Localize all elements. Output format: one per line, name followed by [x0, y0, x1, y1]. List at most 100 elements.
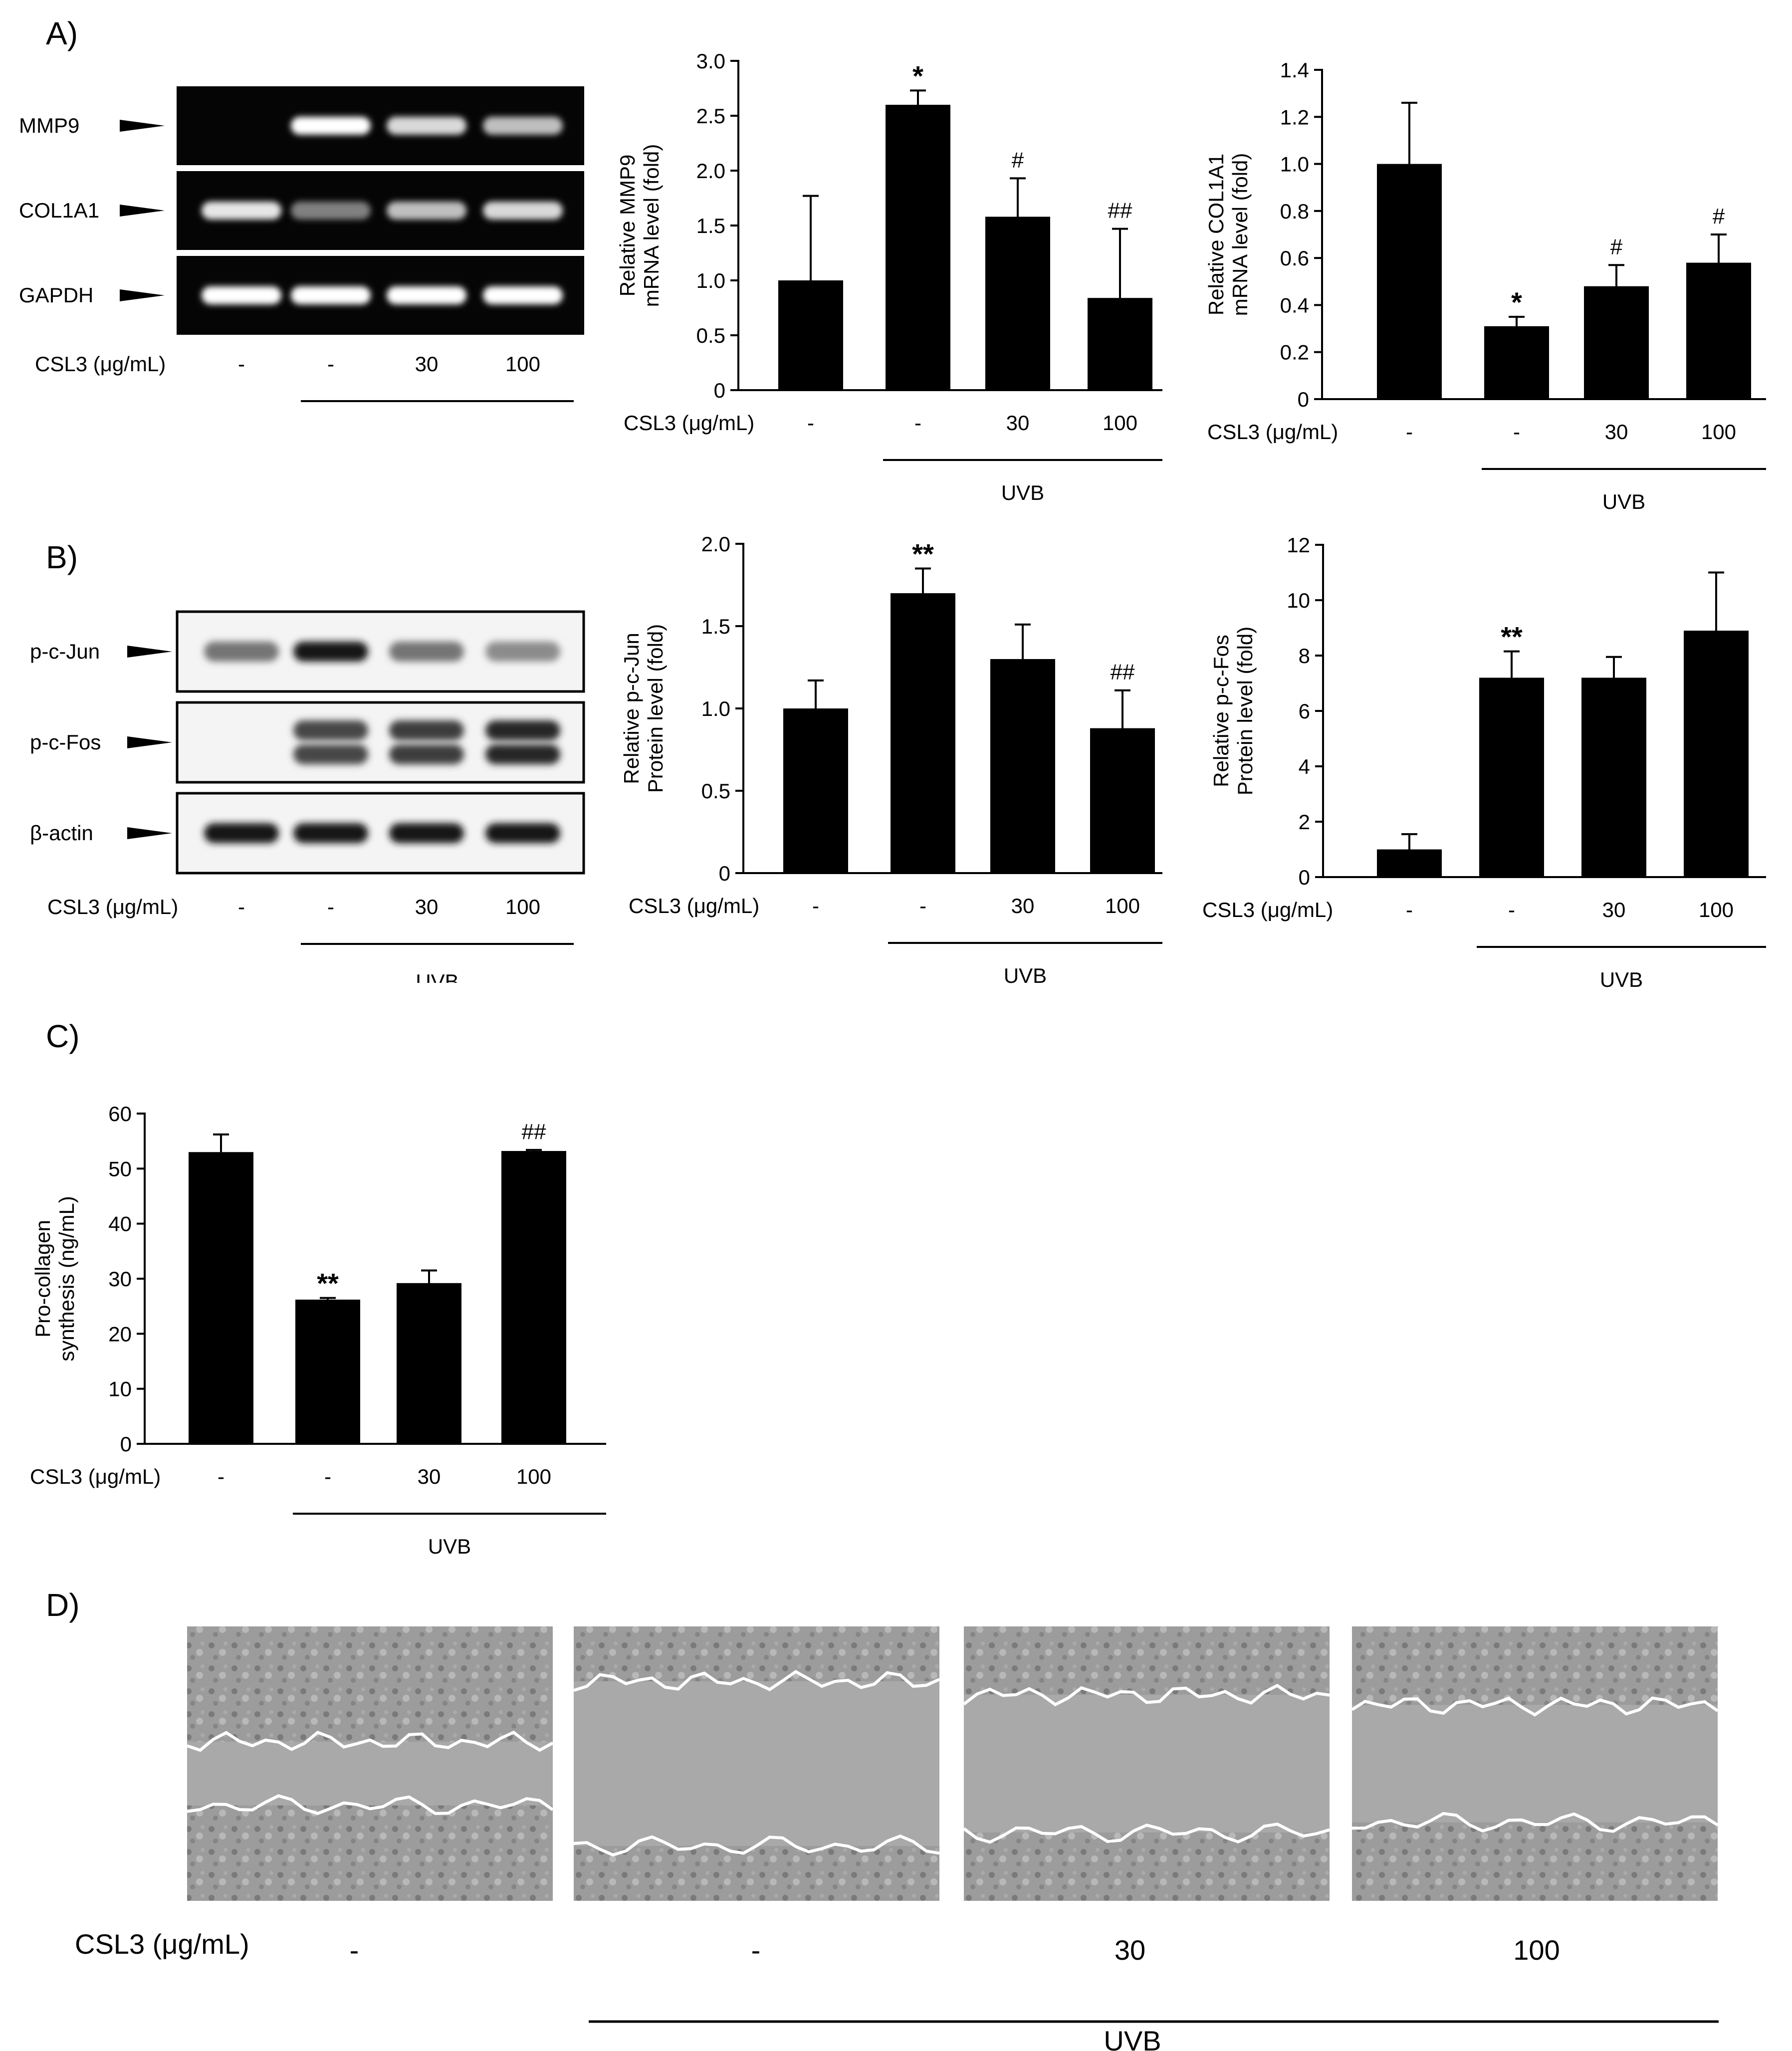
significance-mark: * — [912, 60, 923, 91]
y-tick-label: 4 — [1299, 755, 1310, 778]
blot-band — [293, 642, 368, 662]
blot-panel-a: MMP9 COL1A1 GAPDH CSL3 (μg/mL) - - 30 100 UVB — [19, 86, 584, 429]
blot-band — [291, 117, 371, 135]
bar — [501, 1151, 566, 1444]
blot-band — [483, 286, 563, 304]
y-axis-label: Protein level (fold) — [1233, 627, 1257, 795]
x-axis-title: CSL3 (μg/mL) — [30, 1465, 161, 1488]
treatment-label: 100 — [516, 1465, 551, 1488]
treatment-label: 30 — [415, 895, 439, 918]
mmp9-chart: 0 0.5 1.0 1.5 2.0 2.5 3.0 Relative MMP9 mRNA lev… — [616, 49, 1162, 504]
wound-gap — [1352, 1705, 1718, 1823]
treatment-label: 100 — [505, 895, 540, 918]
treatment-label: - — [238, 352, 245, 376]
bar — [189, 1152, 253, 1444]
wound-edge-line — [963, 1823, 1330, 1844]
wound-edge-line — [573, 1670, 940, 1692]
blot-row-label: GAPDH — [19, 283, 93, 307]
y-tick-label: 20 — [108, 1322, 132, 1346]
y-axis-label: Pro-collagen — [31, 1220, 54, 1338]
blot-band — [389, 823, 464, 843]
y-tick-label: 10 — [1287, 589, 1310, 612]
wound-gap — [964, 1695, 1330, 1832]
y-tick-label: 3.0 — [696, 49, 725, 73]
treatment-label: 30 — [415, 352, 439, 376]
bar — [1684, 631, 1749, 877]
significance-mark: ** — [1501, 621, 1523, 653]
y-tick-label: 8 — [1299, 644, 1310, 668]
wound-edge-line — [573, 1834, 940, 1857]
significance-mark: ** — [317, 1268, 339, 1299]
treatment-label: 30 — [1602, 898, 1626, 921]
significance-mark: # — [1012, 148, 1024, 172]
y-tick-label: 60 — [108, 1102, 132, 1126]
treatment-label: - — [350, 1934, 359, 1966]
x-axis-title: CSL3 (μg/mL) — [35, 352, 166, 376]
y-tick-label: 12 — [1287, 533, 1310, 557]
treatment-label: - — [1406, 898, 1413, 921]
blot-band — [485, 642, 560, 662]
treatment-label: - — [1513, 420, 1520, 444]
bar — [891, 593, 955, 873]
treatment-label: 100 — [1513, 1934, 1560, 1966]
blot-row-label: COL1A1 — [19, 199, 99, 222]
treatment-label: 100 — [1103, 411, 1137, 435]
y-tick-label: 0 — [714, 379, 725, 402]
x-axis-title: CSL3 (μg/mL) — [624, 411, 754, 435]
x-axis-title: CSL3 (μg/mL) — [1202, 898, 1333, 921]
blot-band — [483, 202, 563, 220]
y-tick-label: 10 — [108, 1377, 132, 1401]
y-tick-label: 1.0 — [701, 697, 730, 720]
arrow-icon — [120, 205, 165, 217]
bar — [985, 217, 1050, 390]
bar — [1090, 728, 1155, 873]
y-tick-label: 0.8 — [1280, 200, 1309, 223]
significance-mark: ## — [522, 1120, 546, 1144]
arrow-icon — [120, 120, 165, 132]
treatment-label: 100 — [1105, 894, 1140, 917]
wound-edge-line — [187, 1794, 554, 1816]
significance-mark: ## — [1111, 660, 1135, 684]
pcjun-chart: 0 0.5 1.0 1.5 2.0 Relative p-c-Jun Protein lev… — [620, 532, 1162, 987]
blot-band — [293, 720, 368, 740]
treatment-label: - — [1508, 898, 1515, 921]
uvb-label: UVB — [416, 970, 458, 983]
panel-label-a: A) — [46, 15, 78, 51]
y-tick-label: 0.2 — [1280, 341, 1309, 364]
y-tick-label: 40 — [108, 1212, 132, 1236]
wound-healing-panel: CSL3 (μg/mL) - - 30 100 UVB — [75, 1626, 1719, 2051]
bar — [1581, 678, 1646, 877]
treatment-label: - — [238, 895, 245, 918]
blot-band — [389, 744, 464, 764]
significance-mark: ** — [912, 538, 934, 570]
arrow-icon — [127, 736, 172, 748]
y-axis-label: Relative MMP9 — [616, 155, 639, 297]
x-axis-title: CSL3 (μg/mL) — [629, 894, 759, 917]
blot-band — [389, 720, 464, 740]
blot-band — [204, 642, 279, 662]
uvb-label: UVB — [416, 427, 458, 429]
y-tick-label: 1.0 — [1280, 153, 1309, 176]
x-axis-title: CSL3 (μg/mL) — [75, 1928, 249, 1960]
y-tick-label: 2.5 — [696, 104, 725, 128]
bar — [1584, 286, 1649, 399]
significance-mark: # — [1610, 234, 1623, 259]
treatment-label: 100 — [1699, 898, 1734, 921]
y-axis-label: mRNA level (fold) — [1228, 153, 1252, 316]
bar — [397, 1283, 461, 1444]
blot-band — [389, 642, 464, 662]
bar — [990, 659, 1055, 873]
col1a1-chart: 0 0.2 0.4 0.6 0.8 1.0 1.2 1.4 Relative COL1A1 mRN… — [1204, 58, 1766, 513]
y-tick-label: 0.5 — [701, 779, 730, 803]
y-axis-label: Protein level (fold) — [644, 624, 667, 793]
y-tick-label: 0 — [1299, 866, 1310, 889]
bar — [1088, 298, 1152, 390]
blot-band — [202, 202, 281, 220]
y-tick-label: 1.4 — [1280, 58, 1309, 82]
blot-band — [204, 744, 279, 764]
y-tick-label: 1.2 — [1280, 105, 1309, 129]
y-tick-label: 0.4 — [1280, 293, 1309, 317]
panel-label-c: C) — [46, 1018, 80, 1054]
wound-edge-line — [1351, 1812, 1719, 1833]
treatment-label: - — [919, 894, 926, 917]
